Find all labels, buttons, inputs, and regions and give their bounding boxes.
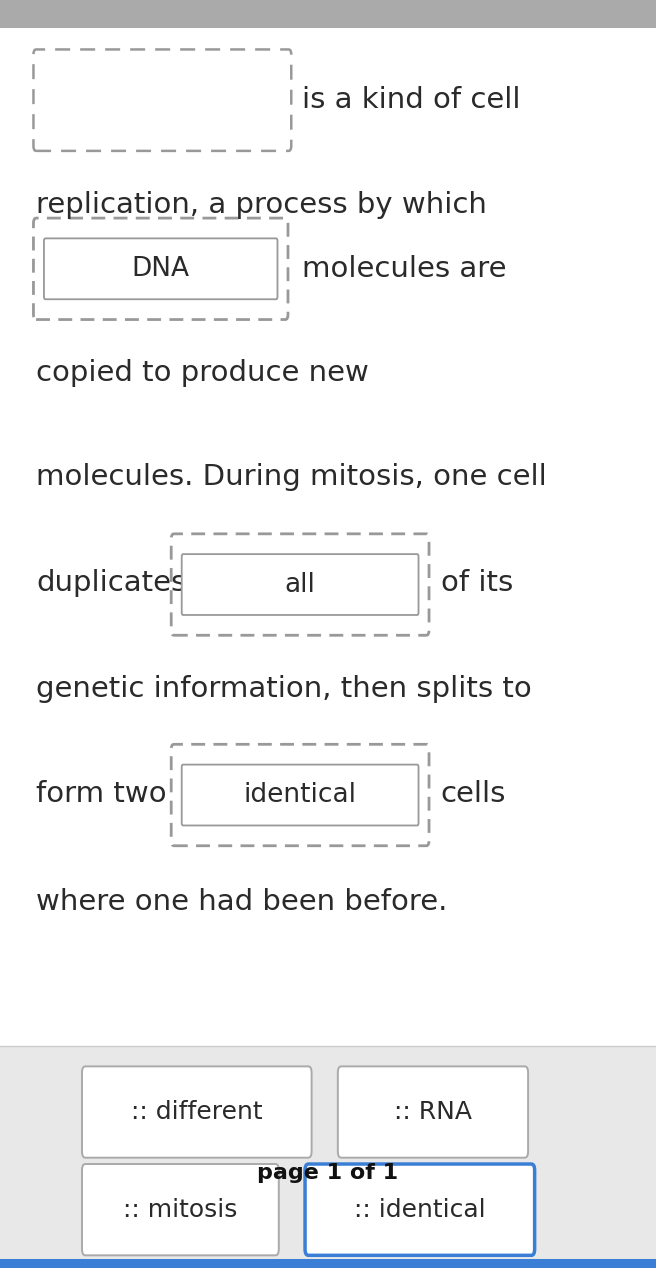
FancyBboxPatch shape	[82, 1164, 279, 1255]
FancyBboxPatch shape	[171, 744, 429, 846]
FancyBboxPatch shape	[182, 765, 419, 825]
Text: all: all	[285, 572, 316, 597]
Text: molecules. During mitosis, one cell: molecules. During mitosis, one cell	[36, 463, 547, 491]
Text: :: mitosis: :: mitosis	[123, 1198, 237, 1221]
Text: identical: identical	[243, 782, 357, 808]
Text: of its: of its	[441, 569, 513, 597]
Bar	[0, 1259, 656, 1268]
Text: page 1 of 1: page 1 of 1	[257, 1163, 399, 1183]
Text: molecules are: molecules are	[302, 255, 506, 283]
Text: where one had been before.: where one had been before.	[36, 888, 447, 915]
Bar	[0, 1046, 656, 1268]
FancyBboxPatch shape	[305, 1164, 535, 1255]
Text: copied to produce new: copied to produce new	[36, 359, 369, 387]
Text: duplicates: duplicates	[36, 569, 186, 597]
Text: :: different: :: different	[131, 1101, 262, 1123]
FancyBboxPatch shape	[44, 238, 277, 299]
Text: :: identical: :: identical	[354, 1198, 485, 1221]
Text: genetic information, then splits to: genetic information, then splits to	[36, 675, 532, 702]
FancyBboxPatch shape	[171, 534, 429, 635]
Text: :: RNA: :: RNA	[394, 1101, 472, 1123]
FancyBboxPatch shape	[338, 1066, 528, 1158]
Text: cells: cells	[441, 780, 506, 808]
Text: form two: form two	[36, 780, 167, 808]
FancyBboxPatch shape	[82, 1066, 312, 1158]
FancyBboxPatch shape	[33, 49, 291, 151]
Text: is a kind of cell: is a kind of cell	[302, 86, 520, 114]
Text: replication, a process by which: replication, a process by which	[36, 191, 487, 219]
FancyBboxPatch shape	[182, 554, 419, 615]
Text: DNA: DNA	[132, 256, 190, 281]
FancyBboxPatch shape	[33, 218, 288, 320]
Bar	[0, 0, 656, 28]
